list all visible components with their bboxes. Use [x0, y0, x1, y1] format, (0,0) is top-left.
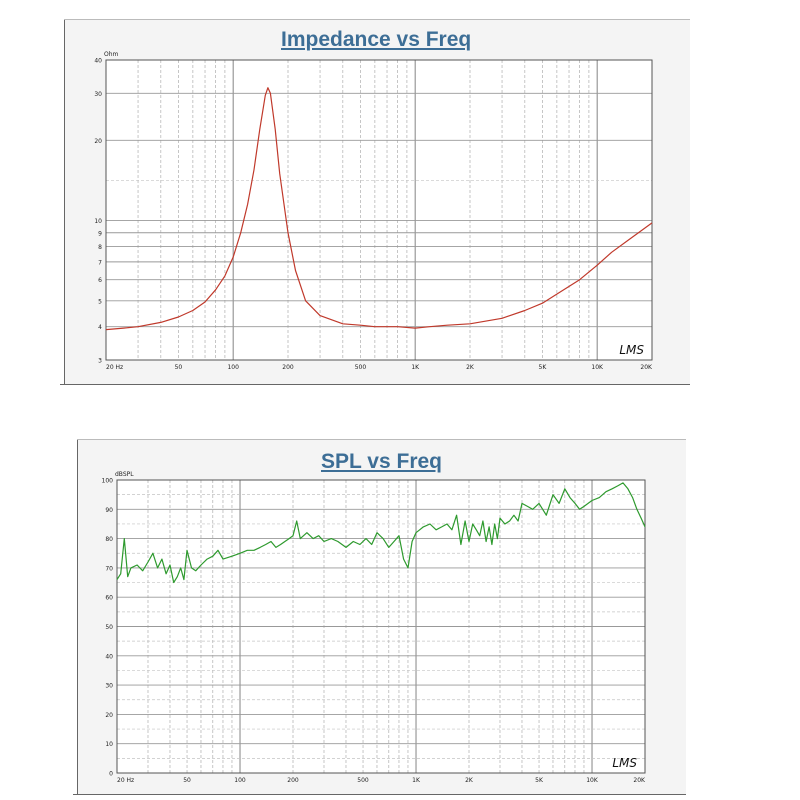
spl-xtick-label: 50 [183, 777, 191, 784]
spl-ytick-label: 80 [105, 536, 113, 543]
spl-xtick-label: 10K [586, 777, 599, 784]
impedance-ytick-label: 3 [98, 358, 102, 365]
impedance-panel-border-left [64, 20, 65, 385]
spl-ytick-label: 50 [105, 624, 113, 631]
spl-watermark: LMS [612, 756, 637, 770]
impedance-plot-frame [105, 59, 653, 361]
spl-series-line [116, 482, 646, 584]
impedance-panel-border-top [64, 19, 690, 20]
spl-xtick-label: 20K [633, 777, 646, 784]
impedance-series-line [105, 87, 653, 331]
spl-ytick-label: 60 [105, 595, 113, 602]
impedance-xtick-label: 1K [411, 364, 420, 371]
spl-xtick-label: 200 [287, 777, 299, 784]
spl-ytick-label: 0 [109, 771, 113, 778]
impedance-chart-title: Impedance vs Freq [281, 28, 472, 51]
impedance-ytick-label: 9 [98, 230, 102, 237]
impedance-y-unit-label: Ohm [104, 51, 119, 58]
impedance-panel-border-bottom [60, 384, 690, 385]
impedance-ytick-label: 40 [94, 58, 102, 65]
impedance-xtick-label: 50 [175, 364, 183, 371]
impedance-xtick-label: 20 Hz [106, 364, 123, 371]
spl-panel-border-bottom [73, 794, 686, 795]
spl-xtick-label: 500 [357, 777, 369, 784]
impedance-ytick-label: 30 [94, 91, 102, 98]
spl-ytick-label: 100 [102, 478, 114, 485]
spl-xtick-label: 100 [234, 777, 246, 784]
spl-ytick-label: 40 [105, 653, 113, 660]
spl-ytick-label: 10 [105, 741, 113, 748]
spl-xtick-label: 20 Hz [117, 777, 134, 784]
impedance-ytick-label: 10 [94, 218, 102, 225]
spl-xtick-label: 5K [535, 777, 544, 784]
spl-xtick-label: 2K [465, 777, 474, 784]
impedance-watermark: LMS [619, 343, 644, 357]
spl-xtick-label: 1K [412, 777, 421, 784]
impedance-ytick-label: 7 [98, 259, 102, 266]
impedance-xtick-label: 2K [466, 364, 475, 371]
impedance-ytick-label: 4 [98, 324, 102, 331]
spl-y-unit-label: dBSPL [115, 471, 134, 478]
impedance-xtick-label: 5K [539, 364, 548, 371]
spl-ytick-label: 90 [105, 507, 113, 514]
impedance-plot-area [106, 60, 652, 360]
impedance-ytick-label: 5 [98, 298, 102, 305]
impedance-xtick-label: 20K [640, 364, 653, 371]
impedance-xtick-label: 100 [227, 364, 239, 371]
spl-ytick-label: 20 [105, 712, 113, 719]
impedance-ytick-label: 20 [94, 138, 102, 145]
spl-ytick-label: 70 [105, 565, 113, 572]
impedance-ytick-label: 8 [98, 244, 102, 251]
impedance-xtick-label: 500 [355, 364, 367, 371]
impedance-ytick-label: 6 [98, 277, 102, 284]
spl-ytick-label: 30 [105, 683, 113, 690]
spl-chart-title: SPL vs Freq [321, 450, 442, 473]
spl-panel-border-top [77, 439, 686, 440]
spl-plot-frame [116, 479, 646, 774]
impedance-xtick-label: 10K [591, 364, 604, 371]
spl-panel-border-left [77, 440, 78, 795]
impedance-xtick-label: 200 [282, 364, 294, 371]
